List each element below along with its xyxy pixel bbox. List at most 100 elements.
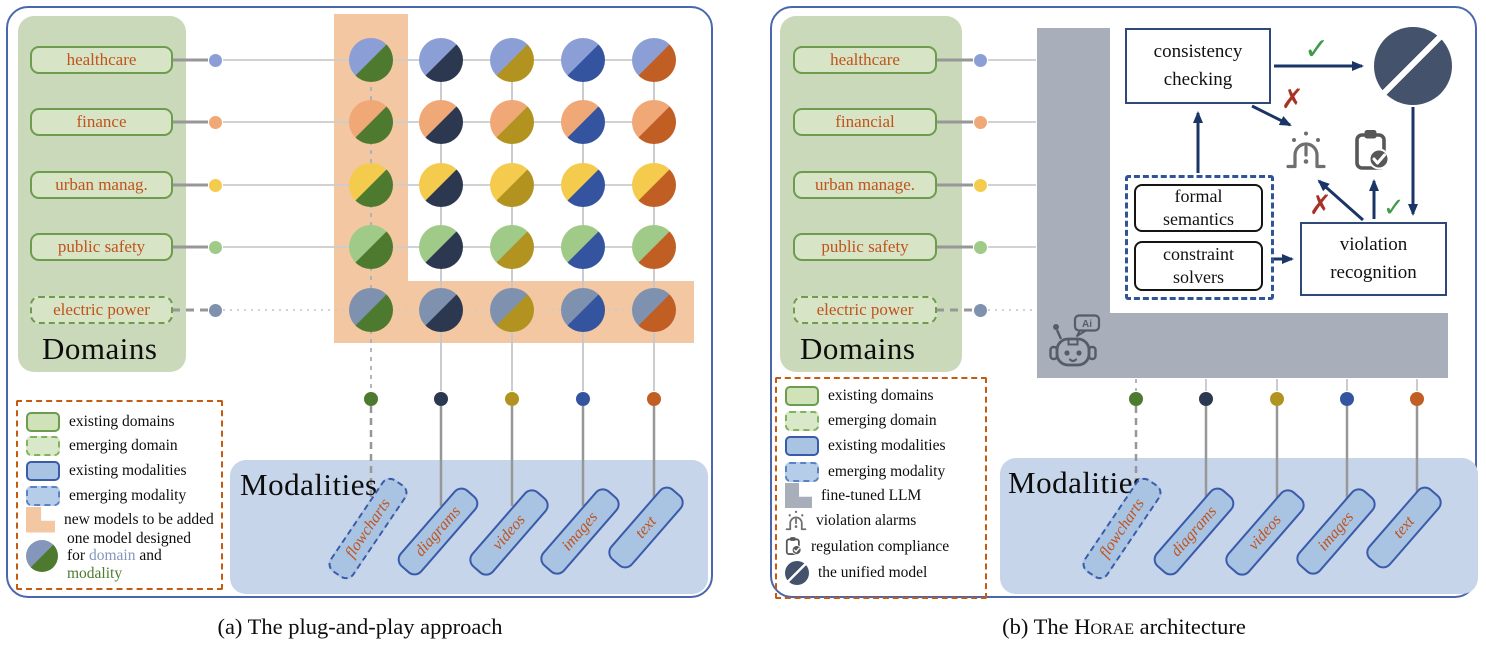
model-circle-r4c0	[349, 288, 393, 332]
model-circle-r2c2	[490, 163, 534, 207]
model-circle-r4c4	[632, 288, 676, 332]
model-circle-r0c3	[561, 38, 605, 82]
cross-mark-violation: ✗	[1309, 190, 1332, 221]
modality-dot-diagrams	[434, 392, 448, 406]
model-circle-r3c0	[349, 225, 393, 269]
panel-b-legend: existing domains emerging domain existing …	[775, 377, 987, 599]
domain-pill-healthcare: healthcare	[793, 46, 937, 74]
model-circle-r2c4	[632, 163, 676, 207]
domain-dot-0	[208, 53, 222, 67]
model-circle-r2c0	[349, 163, 393, 207]
domain-dot-1	[973, 115, 987, 129]
modality-dot-flowcharts	[1129, 392, 1143, 406]
caption-b-prefix: (b) The	[1002, 614, 1075, 639]
domain-pill-electricpower: electric power	[30, 296, 173, 324]
model-circle-r0c1	[419, 38, 463, 82]
modality-dot-videos	[1270, 392, 1284, 406]
panel-a-domains-title: Domains	[42, 331, 158, 366]
domain-dot-3	[208, 240, 222, 254]
legend-item-existing-modalities: existing modalities	[26, 459, 187, 482]
legend-label: emerging domain	[828, 411, 937, 429]
domain-pill-urbanmanage: urban manage.	[793, 171, 937, 199]
domain-dot-2	[973, 178, 987, 192]
legend-label: existing modalities	[69, 461, 187, 479]
panel-b-border	[770, 6, 1477, 598]
domain-dot-4	[208, 303, 222, 317]
constraint-line2: solvers	[1173, 267, 1224, 287]
model-circle-r1c3	[561, 100, 605, 144]
legend-label: emerging modality	[69, 486, 187, 504]
cross-mark-consistency: ✗	[1281, 84, 1304, 115]
model-circle-r0c2	[490, 38, 534, 82]
panel-b-caption: (b) The Horae architecture	[770, 614, 1478, 640]
violation-alarm-icon	[1286, 131, 1326, 169]
consistency-line2: checking	[1163, 69, 1233, 90]
modality-dot-videos	[505, 392, 519, 406]
legend-label: existing modalities	[828, 436, 946, 454]
domain-dot-4	[973, 303, 987, 317]
ai-bubble-label: Ai	[1082, 319, 1092, 330]
constraint-line1: constraint	[1163, 243, 1234, 264]
formal-line2: semantics	[1163, 209, 1234, 229]
formal-semantics-box: formal semantics	[1134, 184, 1263, 232]
check-mark-consistency: ✓	[1304, 32, 1330, 67]
modality-dot-text	[647, 392, 661, 406]
legend-item-emerging-domain: emerging domain	[785, 409, 937, 432]
legend-label: violation alarms	[816, 511, 917, 529]
legend-item-one-model: one model designed for domain and modality	[26, 530, 191, 582]
domain-pill-publicsafety: public safety	[793, 233, 937, 261]
check-mark-violation: ✓	[1383, 193, 1405, 223]
violation-recognition-box: violation recognition	[1300, 222, 1447, 296]
panel-a-legend: existing domains emerging domain existing …	[16, 400, 223, 590]
modality-dot-images	[576, 392, 590, 406]
model-circle-r0c4	[632, 38, 676, 82]
legend-one-model-label: one model designed for domain and modality	[67, 530, 191, 582]
legend-label: the unified model	[818, 563, 928, 581]
legend-label: emerging modality	[828, 462, 946, 480]
panel-b-domains-title: Domains	[800, 331, 916, 366]
domain-dot-0	[973, 53, 987, 67]
model-circle-r4c2	[490, 288, 534, 332]
domain-pill-healthcare: healthcare	[30, 46, 173, 74]
legend-item-fine-tuned-llm: fine-tuned LLM	[785, 483, 922, 508]
panel-a-border	[6, 6, 713, 598]
legend-label: emerging domain	[69, 436, 178, 454]
model-circle-r1c2	[490, 100, 534, 144]
model-circle-r3c3	[561, 225, 605, 269]
legend-label: regulation compliance	[811, 537, 950, 555]
legend-item-emerging-modality: emerging modality	[26, 484, 186, 507]
formal-line1: formal	[1174, 185, 1223, 206]
consistency-line1: consistency	[1153, 41, 1243, 63]
model-circle-r1c4	[632, 100, 676, 144]
domain-pill-publicsafety: public safety	[30, 233, 173, 261]
legend-item-unified-model: the unified model	[785, 560, 928, 585]
modality-dot-flowcharts	[364, 392, 378, 406]
legend-label: new models to be added	[64, 510, 214, 528]
domain-dot-3	[973, 240, 987, 254]
violation-line1: violation	[1339, 234, 1408, 256]
model-circle-r1c0	[349, 100, 393, 144]
legend-label: fine-tuned LLM	[821, 486, 922, 504]
legend-label: existing domains	[69, 412, 175, 430]
legend-item-emerging-domain: emerging domain	[26, 434, 178, 457]
domain-pill-finance: finance	[30, 108, 173, 136]
domain-pill-urbanmanag: urban manag.	[30, 171, 173, 199]
modality-dot-diagrams	[1199, 392, 1213, 406]
model-circle-r4c1	[419, 288, 463, 332]
domain-dot-2	[208, 178, 222, 192]
legend-item-existing-domains: existing domains	[26, 410, 174, 433]
caption-b-horae: Horae	[1074, 614, 1135, 639]
panel-a-modalities-title: Modalities	[240, 467, 378, 502]
legend-label: existing domains	[828, 386, 934, 404]
fine-tuned-llm-block-horizontal	[1037, 313, 1448, 378]
domain-dot-1	[208, 115, 222, 129]
model-circle-r3c2	[490, 225, 534, 269]
modality-dot-text	[1410, 392, 1424, 406]
model-circle-r3c4	[632, 225, 676, 269]
constraint-solvers-box: constraint solvers	[1134, 241, 1263, 291]
legend-item-regulation-compliance: regulation compliance	[785, 535, 949, 558]
modality-dot-images	[1340, 392, 1354, 406]
domain-pill-financial: financial	[793, 108, 937, 136]
legend-item-existing-domains: existing domains	[785, 384, 933, 407]
